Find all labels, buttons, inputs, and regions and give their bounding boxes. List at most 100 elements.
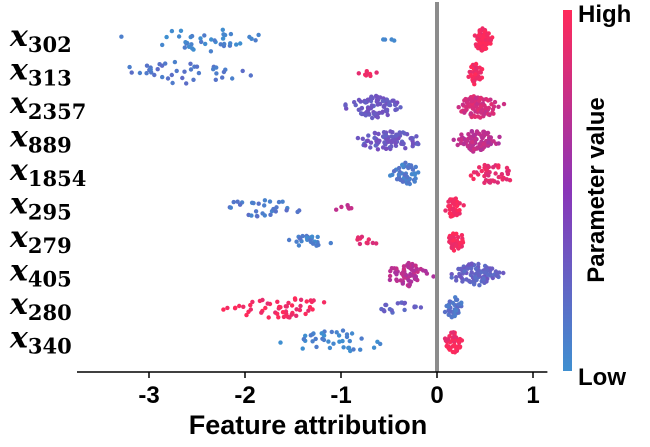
data-point <box>449 244 454 250</box>
data-point <box>493 171 498 176</box>
data-point <box>278 340 283 345</box>
data-point <box>329 329 334 335</box>
data-point <box>358 347 363 352</box>
feature-label: x405 <box>9 254 72 292</box>
data-point <box>129 70 134 75</box>
data-point <box>456 137 462 142</box>
data-point <box>349 331 355 336</box>
data-point <box>366 106 371 111</box>
data-point <box>454 347 459 352</box>
data-point <box>202 33 207 38</box>
data-point <box>442 336 448 341</box>
data-point <box>374 241 379 246</box>
feature-label: x313 <box>9 53 72 91</box>
data-point <box>380 109 385 114</box>
data-point <box>457 274 463 279</box>
data-point <box>470 106 476 111</box>
data-point <box>399 271 404 276</box>
data-point <box>275 299 280 304</box>
data-point <box>222 41 227 47</box>
data-point <box>351 347 356 352</box>
data-point <box>490 178 495 183</box>
data-point <box>271 206 276 212</box>
data-point <box>396 172 402 177</box>
data-point <box>259 310 264 315</box>
data-point <box>483 167 489 172</box>
data-point <box>388 129 393 134</box>
data-point <box>295 209 300 215</box>
data-point <box>344 332 350 337</box>
data-point <box>375 147 381 152</box>
data-point <box>408 163 414 168</box>
data-point <box>403 146 408 151</box>
data-point <box>387 273 393 279</box>
data-point <box>292 296 298 301</box>
data-point <box>251 200 256 206</box>
data-point <box>400 162 405 168</box>
data-point <box>381 130 387 135</box>
data-point <box>319 331 324 336</box>
data-point <box>178 28 184 33</box>
data-point <box>466 262 472 267</box>
data-point <box>253 209 259 214</box>
data-point <box>268 212 273 217</box>
data-point <box>355 135 361 141</box>
data-point <box>501 101 507 107</box>
data-point <box>472 274 478 280</box>
data-point <box>459 233 465 238</box>
data-point <box>309 234 315 239</box>
data-point <box>360 136 365 141</box>
data-point <box>468 73 474 78</box>
data-point <box>491 165 496 170</box>
data-point <box>488 41 493 46</box>
data-point <box>473 42 479 47</box>
data-point <box>394 277 399 282</box>
data-point <box>444 344 450 349</box>
data-point <box>203 41 208 47</box>
data-point <box>194 64 200 69</box>
data-point <box>452 342 457 347</box>
data-point <box>461 141 467 147</box>
data-point <box>341 345 346 350</box>
data-point <box>225 305 230 311</box>
data-point <box>394 107 399 112</box>
data-point <box>364 71 369 77</box>
data-point <box>155 67 160 72</box>
data-point <box>160 74 165 80</box>
data-point <box>256 32 261 38</box>
data-point <box>365 138 370 143</box>
data-point <box>363 143 368 148</box>
data-point <box>366 133 371 138</box>
data-point <box>221 69 227 75</box>
data-point <box>196 70 202 76</box>
data-point <box>413 263 418 268</box>
data-point <box>220 75 225 80</box>
data-point <box>476 273 482 278</box>
feature-label: x340 <box>9 321 72 359</box>
data-point <box>496 163 501 168</box>
data-point <box>380 98 386 104</box>
data-point <box>381 37 386 42</box>
data-point <box>453 297 459 303</box>
data-point <box>180 75 185 81</box>
data-point <box>233 305 238 310</box>
data-point <box>300 346 305 351</box>
data-point <box>465 101 471 106</box>
data-point <box>313 336 318 342</box>
data-point <box>169 28 175 34</box>
data-point <box>376 140 381 145</box>
data-point <box>377 110 382 116</box>
data-point <box>310 339 315 344</box>
data-point <box>380 145 386 150</box>
data-point <box>230 76 235 81</box>
data-point <box>369 96 374 101</box>
data-point <box>400 179 405 184</box>
data-point <box>263 305 268 311</box>
data-point <box>365 241 370 246</box>
data-point <box>283 304 288 309</box>
data-point <box>406 264 411 270</box>
data-point <box>334 207 339 212</box>
data-point <box>454 212 459 217</box>
data-point <box>198 36 203 41</box>
data-point <box>214 71 219 76</box>
